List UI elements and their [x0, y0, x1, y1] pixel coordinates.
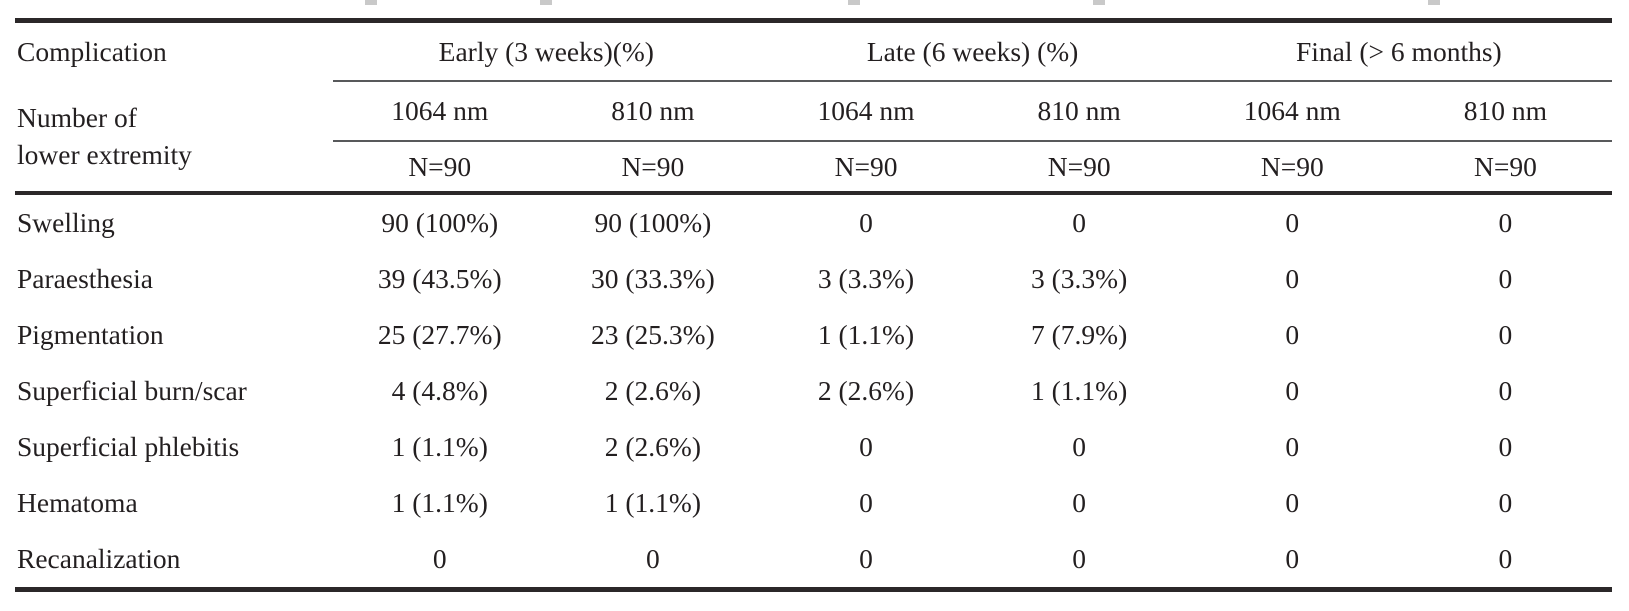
cell-value: 0	[1498, 487, 1513, 518]
row-label: Pigmentation	[17, 319, 164, 350]
cell-value: 2 (2.6%)	[604, 431, 701, 462]
n-count-header: N=90	[972, 141, 1186, 195]
cell-value: 1 (1.1%)	[391, 487, 488, 518]
cell-value: 0	[1285, 319, 1300, 350]
table-row: Swelling 90 (100%) 90 (100%) 0 0 0 0	[15, 193, 1612, 251]
cell-value: 1 (1.1%)	[1031, 375, 1128, 406]
cropped-caption-fragment	[1093, 0, 1105, 5]
cell-value: 0	[1498, 263, 1513, 294]
column-group-early: Early (3 weeks)(%)	[333, 20, 760, 82]
table-row: Hematoma 1 (1.1%) 1 (1.1%) 0 0 0 0	[15, 475, 1612, 531]
cell-value: 0	[1498, 375, 1513, 406]
cell-value: 0	[1285, 375, 1300, 406]
wavelength-header: 1064 nm	[759, 81, 973, 142]
n-count-header: N=90	[1185, 141, 1399, 195]
n-count-header-row: N=90 N=90 N=90 N=90 N=90 N=90	[15, 141, 1612, 195]
cell-value: 4 (4.8%)	[391, 375, 488, 406]
cell-value: 0	[432, 543, 447, 574]
cell-value: 0	[1498, 431, 1513, 462]
wavelength-header: 810 nm	[546, 81, 760, 142]
table-row: Superficial burn/scar 4 (4.8%) 2 (2.6%) …	[15, 363, 1612, 419]
cell-value: 0	[1285, 207, 1300, 238]
cell-value: 0	[1072, 543, 1087, 574]
complications-table: Complication Early (3 weeks)(%) Late (6 …	[15, 18, 1612, 592]
n-count-header: N=90	[333, 141, 547, 195]
wavelength-header: 1064 nm	[1185, 81, 1399, 142]
cell-value: 0	[1072, 487, 1087, 518]
cell-value: 0	[859, 543, 873, 574]
stub-subheader-line2: lower extremity	[17, 139, 192, 170]
cell-value: 0	[646, 543, 660, 574]
cell-value: 2 (2.6%)	[604, 375, 701, 406]
cell-value: 1 (1.1%)	[817, 319, 915, 350]
cell-value: 3 (3.3%)	[1031, 263, 1128, 294]
cropped-caption-fragment	[1428, 0, 1440, 5]
cell-value: 0	[1285, 543, 1300, 574]
cropped-caption-fragment	[540, 0, 552, 5]
cell-value: 1 (1.1%)	[391, 431, 488, 462]
wavelength-header: 1064 nm	[333, 81, 547, 142]
cell-value: 0	[1498, 207, 1513, 238]
cell-value: 0	[1072, 207, 1087, 238]
cell-value: 90 (100%)	[594, 207, 712, 238]
cell-value: 0	[1285, 431, 1300, 462]
cell-value: 90 (100%)	[381, 207, 499, 238]
row-label: Superficial burn/scar	[17, 375, 247, 406]
cell-value: 0	[1285, 263, 1300, 294]
cell-value: 23 (25.3%)	[591, 319, 715, 350]
row-label: Paraesthesia	[17, 263, 153, 294]
cropped-caption-fragment	[365, 0, 377, 5]
n-count-header: N=90	[546, 141, 760, 195]
stub-subheader-line1: Number of	[17, 102, 137, 133]
cell-value: 0	[859, 207, 873, 238]
table-header: Complication Early (3 weeks)(%) Late (6 …	[15, 20, 1612, 195]
cell-value: 0	[859, 431, 873, 462]
table-row: Paraesthesia 39 (43.5%) 30 (33.3%) 3 (3.…	[15, 251, 1612, 307]
cell-value: 25 (27.7%)	[377, 319, 502, 350]
stub-subheader: Number of lower extremity	[15, 81, 334, 195]
table-row: Pigmentation 25 (27.7%) 23 (25.3%) 1 (1.…	[15, 307, 1612, 363]
row-label: Swelling	[17, 207, 115, 238]
row-label: Recanalization	[17, 543, 181, 574]
cell-value: 7 (7.9%)	[1031, 319, 1128, 350]
row-label: Hematoma	[17, 487, 138, 518]
n-count-header: N=90	[759, 141, 973, 195]
wavelength-header: 810 nm	[972, 81, 1186, 142]
cell-value: 0	[1072, 431, 1087, 462]
table-body: Swelling 90 (100%) 90 (100%) 0 0 0 0 Par…	[15, 193, 1612, 590]
cell-value: 2 (2.6%)	[817, 375, 915, 406]
column-group-late: Late (6 weeks) (%)	[759, 20, 1186, 82]
cell-value: 39 (43.5%)	[377, 263, 502, 294]
cell-value: 30 (33.3%)	[591, 263, 715, 294]
cell-value: 1 (1.1%)	[604, 487, 701, 518]
table-row: Superficial phlebitis 1 (1.1%) 2 (2.6%) …	[15, 419, 1612, 475]
wavelength-header: 810 nm	[1398, 81, 1612, 142]
table-row: Recanalization 0 0 0 0 0 0	[15, 531, 1612, 590]
group-header-row: Complication Early (3 weeks)(%) Late (6 …	[15, 20, 1612, 82]
cell-value: 0	[1285, 487, 1300, 518]
cell-value: 0	[859, 487, 873, 518]
row-label: Superficial phlebitis	[17, 431, 240, 462]
n-count-header: N=90	[1398, 141, 1612, 195]
cell-value: 3 (3.3%)	[817, 263, 915, 294]
cropped-caption-fragment	[848, 0, 860, 5]
wavelength-header-row: Number of lower extremity 1064 nm 810 nm…	[15, 81, 1612, 195]
stub-header: Complication	[17, 36, 167, 67]
cell-value: 0	[1498, 319, 1513, 350]
cell-value: 0	[1498, 543, 1513, 574]
column-group-final: Final (> 6 months)	[1185, 20, 1612, 82]
